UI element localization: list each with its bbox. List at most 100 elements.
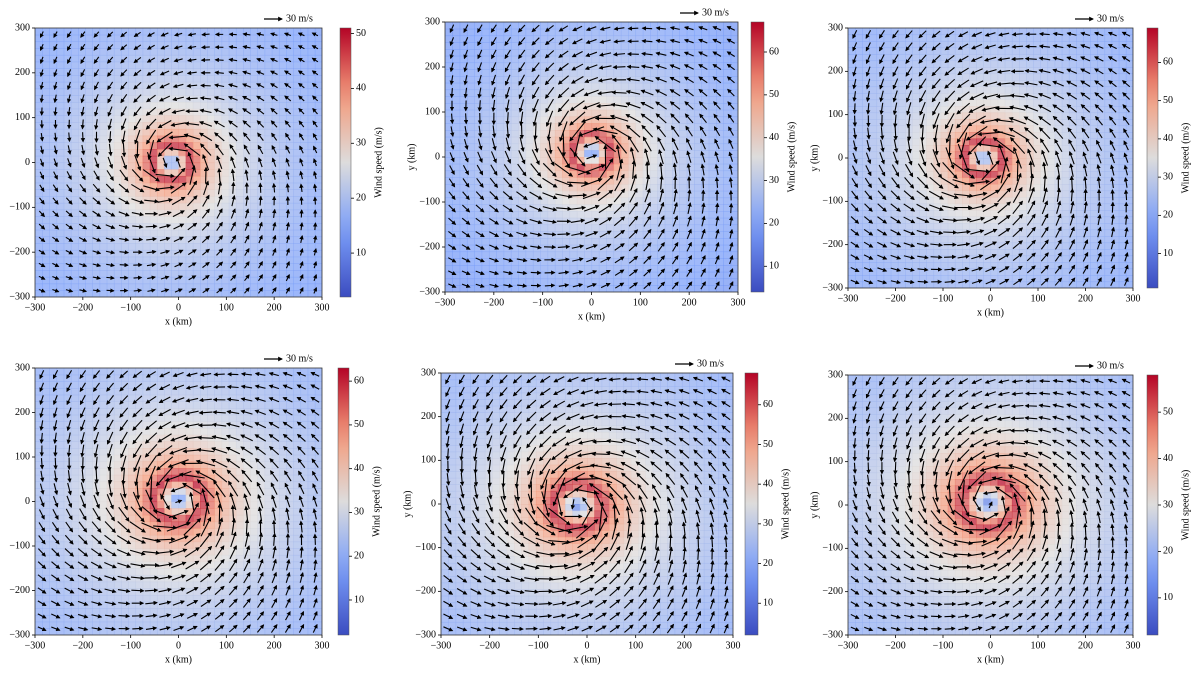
speed-cell (532, 69, 541, 77)
speed-cell (63, 202, 72, 211)
speed-cell (569, 157, 578, 165)
speed-cell (228, 202, 237, 211)
speed-cell (178, 263, 187, 271)
speed-cell (940, 41, 949, 49)
speed-cell (56, 81, 65, 90)
speed-cell (70, 101, 79, 110)
speed-cell (207, 75, 215, 83)
wind-arrow (258, 221, 263, 231)
speed-cell (598, 42, 607, 50)
speed-cell (156, 128, 165, 137)
speed-cell (293, 256, 302, 264)
wind-arrow (146, 129, 157, 145)
speed-cell (164, 256, 172, 264)
speed-cell (591, 143, 600, 151)
speed-cell (969, 112, 977, 120)
speed-cell (510, 28, 519, 37)
wind-arrow (170, 182, 187, 194)
speed-cell (694, 136, 702, 145)
speed-cell (540, 244, 549, 253)
speed-cell (99, 229, 108, 238)
speed-cell (474, 123, 483, 131)
speed-cell (293, 48, 302, 56)
speed-cell (664, 55, 673, 64)
speed-cell (723, 211, 732, 219)
speed-cell (135, 216, 144, 224)
speed-cell (496, 49, 505, 57)
speed-cell (171, 236, 180, 244)
speed-cell (42, 155, 50, 164)
speed-cell (679, 265, 688, 273)
speed-cell (207, 68, 215, 76)
speed-cell (293, 54, 302, 63)
wind-arrow (92, 275, 101, 280)
speed-cell (78, 283, 86, 291)
speed-cell (42, 216, 50, 224)
speed-cell (192, 95, 201, 103)
speed-cell (897, 99, 906, 107)
speed-cell (156, 175, 165, 184)
wind-arrow (92, 210, 102, 217)
speed-cell (883, 138, 892, 146)
wind-arrow (65, 288, 74, 293)
speed-cell (947, 223, 956, 231)
wind-arrow (80, 31, 86, 38)
speed-cell (307, 236, 316, 244)
speed-cell (113, 249, 122, 258)
speed-cell (445, 170, 453, 178)
speed-cell (78, 290, 86, 297)
speed-cell (85, 135, 93, 143)
speed-cell (686, 42, 695, 50)
speed-cell (192, 270, 201, 278)
speed-cell (947, 164, 956, 172)
speed-cell (85, 128, 93, 137)
speed-cell (926, 34, 935, 42)
speed-cell (657, 197, 666, 205)
wind-arrow (230, 261, 237, 269)
speed-cell (869, 28, 878, 36)
speed-cell (142, 175, 151, 184)
speed-cell (121, 216, 129, 224)
speed-cell (149, 249, 158, 258)
speed-cell (912, 190, 920, 198)
speed-cell (149, 68, 158, 76)
speed-cell (540, 157, 549, 165)
wind-arrow (184, 121, 200, 126)
speed-cell (883, 249, 892, 257)
speed-cell (185, 115, 194, 123)
speed-cell (307, 202, 316, 211)
speed-cell (278, 276, 287, 285)
speed-cell (164, 236, 172, 244)
speed-cell (591, 82, 600, 91)
speed-cell (897, 86, 906, 94)
speed-cell (926, 80, 935, 88)
speed-cell (723, 35, 732, 43)
speed-cell (525, 184, 534, 192)
wind-arrow (53, 94, 58, 104)
speed-cell (128, 236, 137, 244)
speed-cell (235, 88, 244, 96)
speed-cell (562, 62, 571, 70)
speed-cell (976, 86, 984, 94)
speed-cell (293, 68, 302, 76)
wind-arrow (244, 261, 250, 269)
speed-cell (56, 290, 65, 297)
speed-cell (156, 155, 165, 164)
speed-cell (620, 42, 629, 50)
speed-cell (488, 130, 497, 138)
speed-cell (613, 211, 622, 219)
speed-cell (532, 211, 541, 219)
speed-cell (35, 149, 43, 157)
speed-cell (278, 128, 287, 137)
speed-cell (56, 256, 65, 264)
speed-cell (35, 61, 43, 69)
wind-arrow (52, 288, 60, 293)
speed-cell (525, 204, 534, 212)
speed-cell (650, 76, 659, 84)
speed-cell (113, 135, 122, 143)
speed-cell (78, 223, 86, 231)
speed-cell (278, 108, 287, 117)
speed-cell (164, 270, 172, 278)
speed-cell (525, 22, 534, 30)
speed-cell (300, 101, 309, 110)
